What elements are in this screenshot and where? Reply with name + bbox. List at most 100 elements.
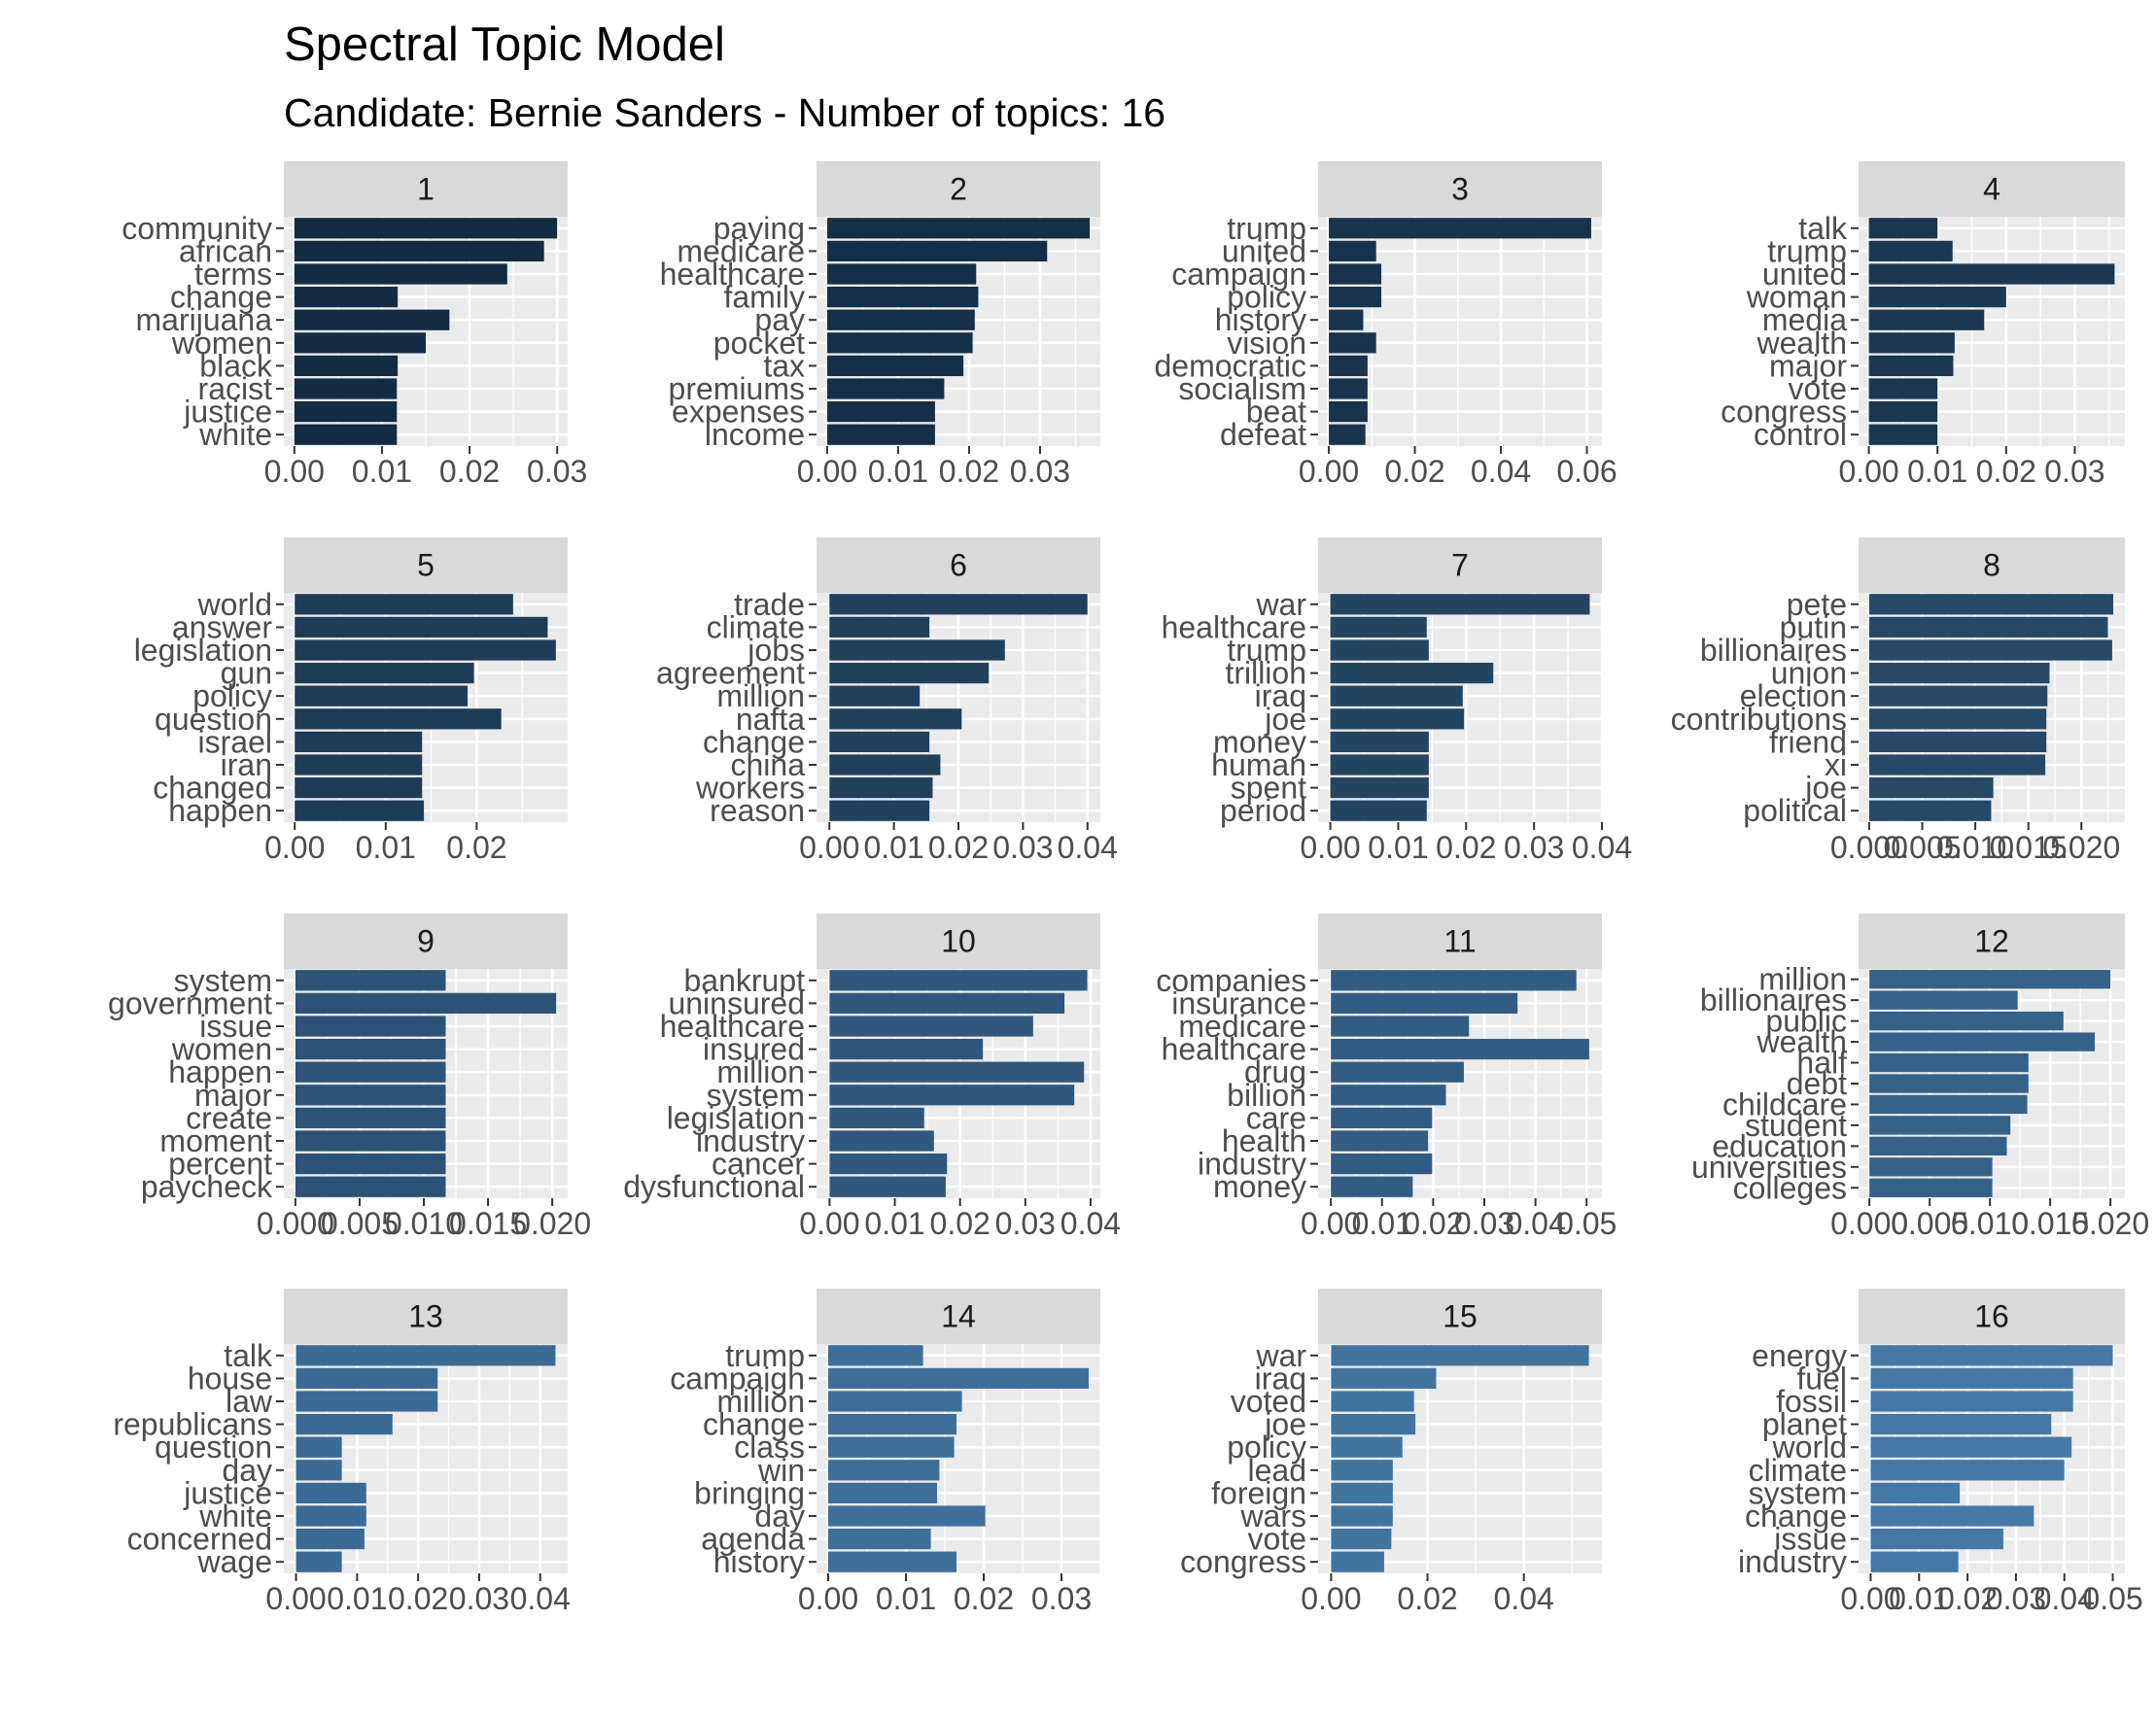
x-tick-label: 0.02 xyxy=(930,1206,991,1241)
y-tick-label: pete xyxy=(1787,587,1847,622)
bar-medicare xyxy=(1331,1016,1470,1037)
bar-income xyxy=(826,424,935,445)
y-tick-label: expenses xyxy=(672,395,805,430)
y-tick-label: insurance xyxy=(1171,985,1306,1020)
bar-question xyxy=(295,708,502,730)
bar-history xyxy=(828,1551,956,1572)
y-tick-label: health xyxy=(1222,1123,1306,1158)
x-tick-label: 0.015 xyxy=(449,1206,527,1241)
x-tick-label: 0.00 xyxy=(1301,1581,1361,1616)
bar-vote xyxy=(1868,378,1938,399)
y-tick-label: billion xyxy=(1227,1078,1306,1113)
y-tick-label: congress xyxy=(1721,395,1847,430)
bar-bringing xyxy=(828,1482,937,1504)
x-tick-label: 0.000 xyxy=(1830,1206,1908,1241)
y-tick-label: agreement xyxy=(656,656,805,691)
y-tick-label: planet xyxy=(1762,1407,1847,1442)
bar-health xyxy=(1331,1130,1429,1152)
x-tick-label: 0.00 xyxy=(798,1581,858,1616)
y-tick-label: justice xyxy=(183,1475,272,1510)
bar-nafta xyxy=(829,708,962,730)
facet-panel-3: trumpunitedcampaignpolicyhistoryvisionde… xyxy=(1155,161,1617,489)
x-tick-label: 0.005 xyxy=(321,1206,399,1241)
bar-planet xyxy=(1870,1413,2052,1435)
bar-voted xyxy=(1331,1391,1414,1412)
bar-legislation xyxy=(295,639,556,661)
y-tick-label: bankrupt xyxy=(683,963,805,998)
facet-strip-label: 14 xyxy=(941,1299,976,1334)
y-tick-label: war xyxy=(1255,587,1306,622)
chart-title: Spectral Topic Model xyxy=(284,18,725,71)
bar-major xyxy=(1868,355,1954,377)
bar-campaign xyxy=(1329,263,1382,285)
bar-half xyxy=(1869,1052,2029,1073)
y-tick-label: women xyxy=(171,1032,272,1067)
bar-fossil xyxy=(1870,1391,2073,1412)
bar-lead xyxy=(1331,1460,1393,1481)
y-tick-label: white xyxy=(198,1499,272,1533)
y-tick-label: concerned xyxy=(127,1522,272,1557)
bar-education xyxy=(1869,1136,2007,1156)
y-tick-label: women xyxy=(171,326,272,361)
y-tick-label: healthcare xyxy=(1162,1032,1306,1067)
y-tick-label: putin xyxy=(1780,609,1847,644)
y-tick-label: changed xyxy=(153,771,272,806)
bar-debt xyxy=(1869,1074,2029,1093)
bar-money xyxy=(1331,1176,1413,1197)
y-tick-label: human xyxy=(1211,747,1306,782)
y-tick-label: campaign xyxy=(1171,257,1306,292)
bar-israel xyxy=(295,731,423,753)
bar-care xyxy=(1331,1107,1433,1129)
facet-panel-6: tradeclimatejobsagreementmillionnaftacha… xyxy=(656,537,1118,865)
x-tick-label: 0.03 xyxy=(1504,830,1564,865)
facet-strip xyxy=(284,1289,568,1344)
y-tick-label: black xyxy=(199,348,273,383)
y-tick-label: million xyxy=(716,1054,805,1089)
bar-legislation xyxy=(829,1107,924,1129)
facet-panel-12: millionbillionairespublicwealthhalfdebtc… xyxy=(1691,913,2149,1241)
facet-strip-label: 7 xyxy=(1451,548,1469,583)
bar-billion xyxy=(1331,1085,1446,1106)
bar-day xyxy=(828,1505,986,1527)
bar-moment xyxy=(295,1130,446,1152)
y-tick-label: defeat xyxy=(1220,417,1306,452)
y-tick-label: insured xyxy=(703,1032,805,1067)
y-tick-label: white xyxy=(198,417,272,452)
y-tick-label: spent xyxy=(1231,771,1306,806)
y-tick-label: joe xyxy=(1804,771,1847,806)
facet-strip xyxy=(1318,1289,1602,1344)
facet-strip-label: 13 xyxy=(408,1299,443,1334)
y-tick-label: trade xyxy=(734,587,805,622)
y-tick-label: iran xyxy=(221,747,272,782)
y-tick-label: day xyxy=(754,1499,805,1533)
y-tick-label: issue xyxy=(199,1009,272,1044)
x-tick-label: 0.01 xyxy=(876,1581,936,1616)
y-tick-label: class xyxy=(734,1430,805,1465)
bar-childcare xyxy=(1869,1094,2028,1115)
bar-medicare xyxy=(826,240,1048,262)
bar-racist xyxy=(294,378,398,399)
bar-world xyxy=(295,594,513,615)
bar-universities xyxy=(1869,1157,1993,1177)
y-tick-label: paying xyxy=(713,211,805,246)
y-tick-label: medicare xyxy=(1178,1009,1306,1044)
bar-billionaires xyxy=(1868,639,2112,661)
bar-foreign xyxy=(1331,1482,1393,1504)
y-tick-label: agenda xyxy=(701,1522,805,1557)
facet-panel-5: worldanswerlegislationgunpolicyquestioni… xyxy=(134,537,568,865)
y-tick-label: control xyxy=(1754,417,1847,452)
y-tick-label: talk xyxy=(224,1338,273,1373)
y-tick-label: income xyxy=(705,417,805,452)
y-tick-label: system xyxy=(707,1078,805,1113)
bar-drug xyxy=(1331,1061,1464,1083)
bar-justice xyxy=(294,400,398,423)
x-tick-label: 0.020 xyxy=(513,1206,591,1241)
facet-strip-label: 5 xyxy=(417,548,435,583)
y-tick-label: dysfunctional xyxy=(623,1169,805,1204)
bar-concerned xyxy=(296,1528,365,1550)
y-tick-label: answer xyxy=(172,609,273,644)
bar-human xyxy=(1330,754,1429,775)
x-tick-label: 0.01 xyxy=(1352,1206,1412,1241)
bar-question xyxy=(296,1436,342,1458)
